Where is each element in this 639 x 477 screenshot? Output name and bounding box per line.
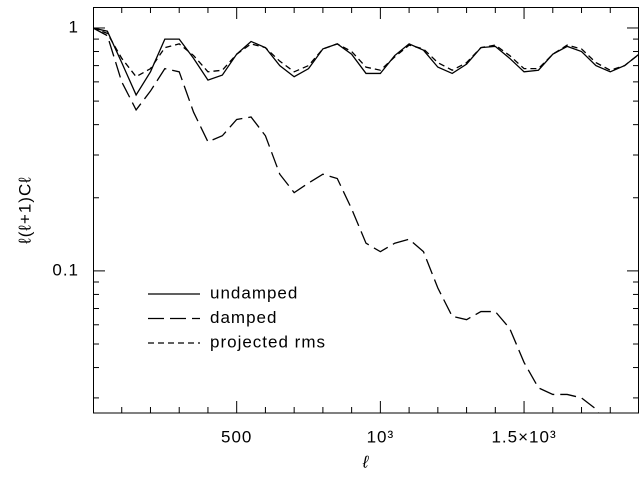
- legend-label: undamped: [210, 283, 298, 302]
- data-line: [93, 27, 600, 413]
- x-tick-label: 10³: [367, 427, 395, 446]
- y-axis-label: ℓ(ℓ+1)Cℓ: [15, 176, 34, 244]
- legend-label: damped: [210, 308, 277, 327]
- y-tick-label: 0.1: [52, 260, 79, 279]
- data-line: [93, 27, 639, 97]
- x-tick-label: 500: [221, 427, 252, 446]
- y-tick-label: 1: [69, 17, 79, 36]
- plot-frame: [93, 7, 639, 414]
- x-tick-label: 1.5×10³: [491, 427, 556, 446]
- x-axis-label: ℓ: [362, 452, 370, 471]
- data-line: [93, 27, 639, 78]
- legend-label: projected rms: [210, 332, 326, 351]
